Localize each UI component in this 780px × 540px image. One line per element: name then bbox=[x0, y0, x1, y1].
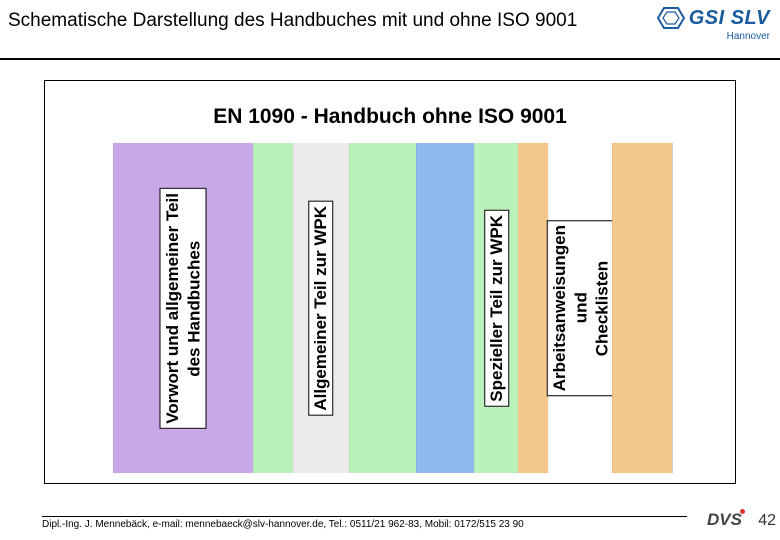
diagram-sections: Vorwort und allgemeiner Teil des Handbuc… bbox=[113, 143, 673, 473]
section-label: Vorwort und allgemeiner Teil des Handbuc… bbox=[160, 188, 207, 429]
logo-subtext: Hannover bbox=[727, 31, 770, 42]
diagram-title: EN 1090 - Handbuch ohne ISO 9001 bbox=[45, 105, 735, 129]
diagram-section: Vorwort und allgemeiner Teil des Handbuc… bbox=[113, 143, 253, 473]
logo-text: GSI SLV bbox=[689, 7, 770, 30]
diagram-section: Allgemeiner Teil zur WPK bbox=[293, 143, 349, 473]
diagram-section bbox=[253, 143, 293, 473]
dvs-logo: DVS bbox=[707, 510, 742, 530]
gsi-slv-logo: GSI SLV Hannover bbox=[657, 6, 770, 42]
diagram-section: Arbeitsanweisungen und Checklisten bbox=[548, 143, 612, 473]
section-label: Allgemeiner Teil zur WPK bbox=[308, 201, 333, 416]
diagram-section: Spezieller Teil zur WPK bbox=[474, 143, 518, 473]
diagram-section bbox=[416, 143, 474, 473]
diagram-section bbox=[349, 143, 417, 473]
diagram-section bbox=[518, 143, 548, 473]
hexagon-icon bbox=[657, 6, 685, 30]
section-label: Arbeitsanweisungen und Checklisten bbox=[547, 220, 615, 396]
page-title: Schematische Darstellung des Handbuches … bbox=[8, 6, 657, 32]
page-number: 42 bbox=[758, 512, 776, 530]
footer-text: Dipl.-Ing. J. Mennebäck, e-mail: menneba… bbox=[42, 516, 687, 530]
section-label: Spezieller Teil zur WPK bbox=[484, 210, 509, 407]
diagram-section bbox=[612, 143, 672, 473]
diagram-frame: EN 1090 - Handbuch ohne ISO 9001 Vorwort… bbox=[44, 80, 736, 484]
